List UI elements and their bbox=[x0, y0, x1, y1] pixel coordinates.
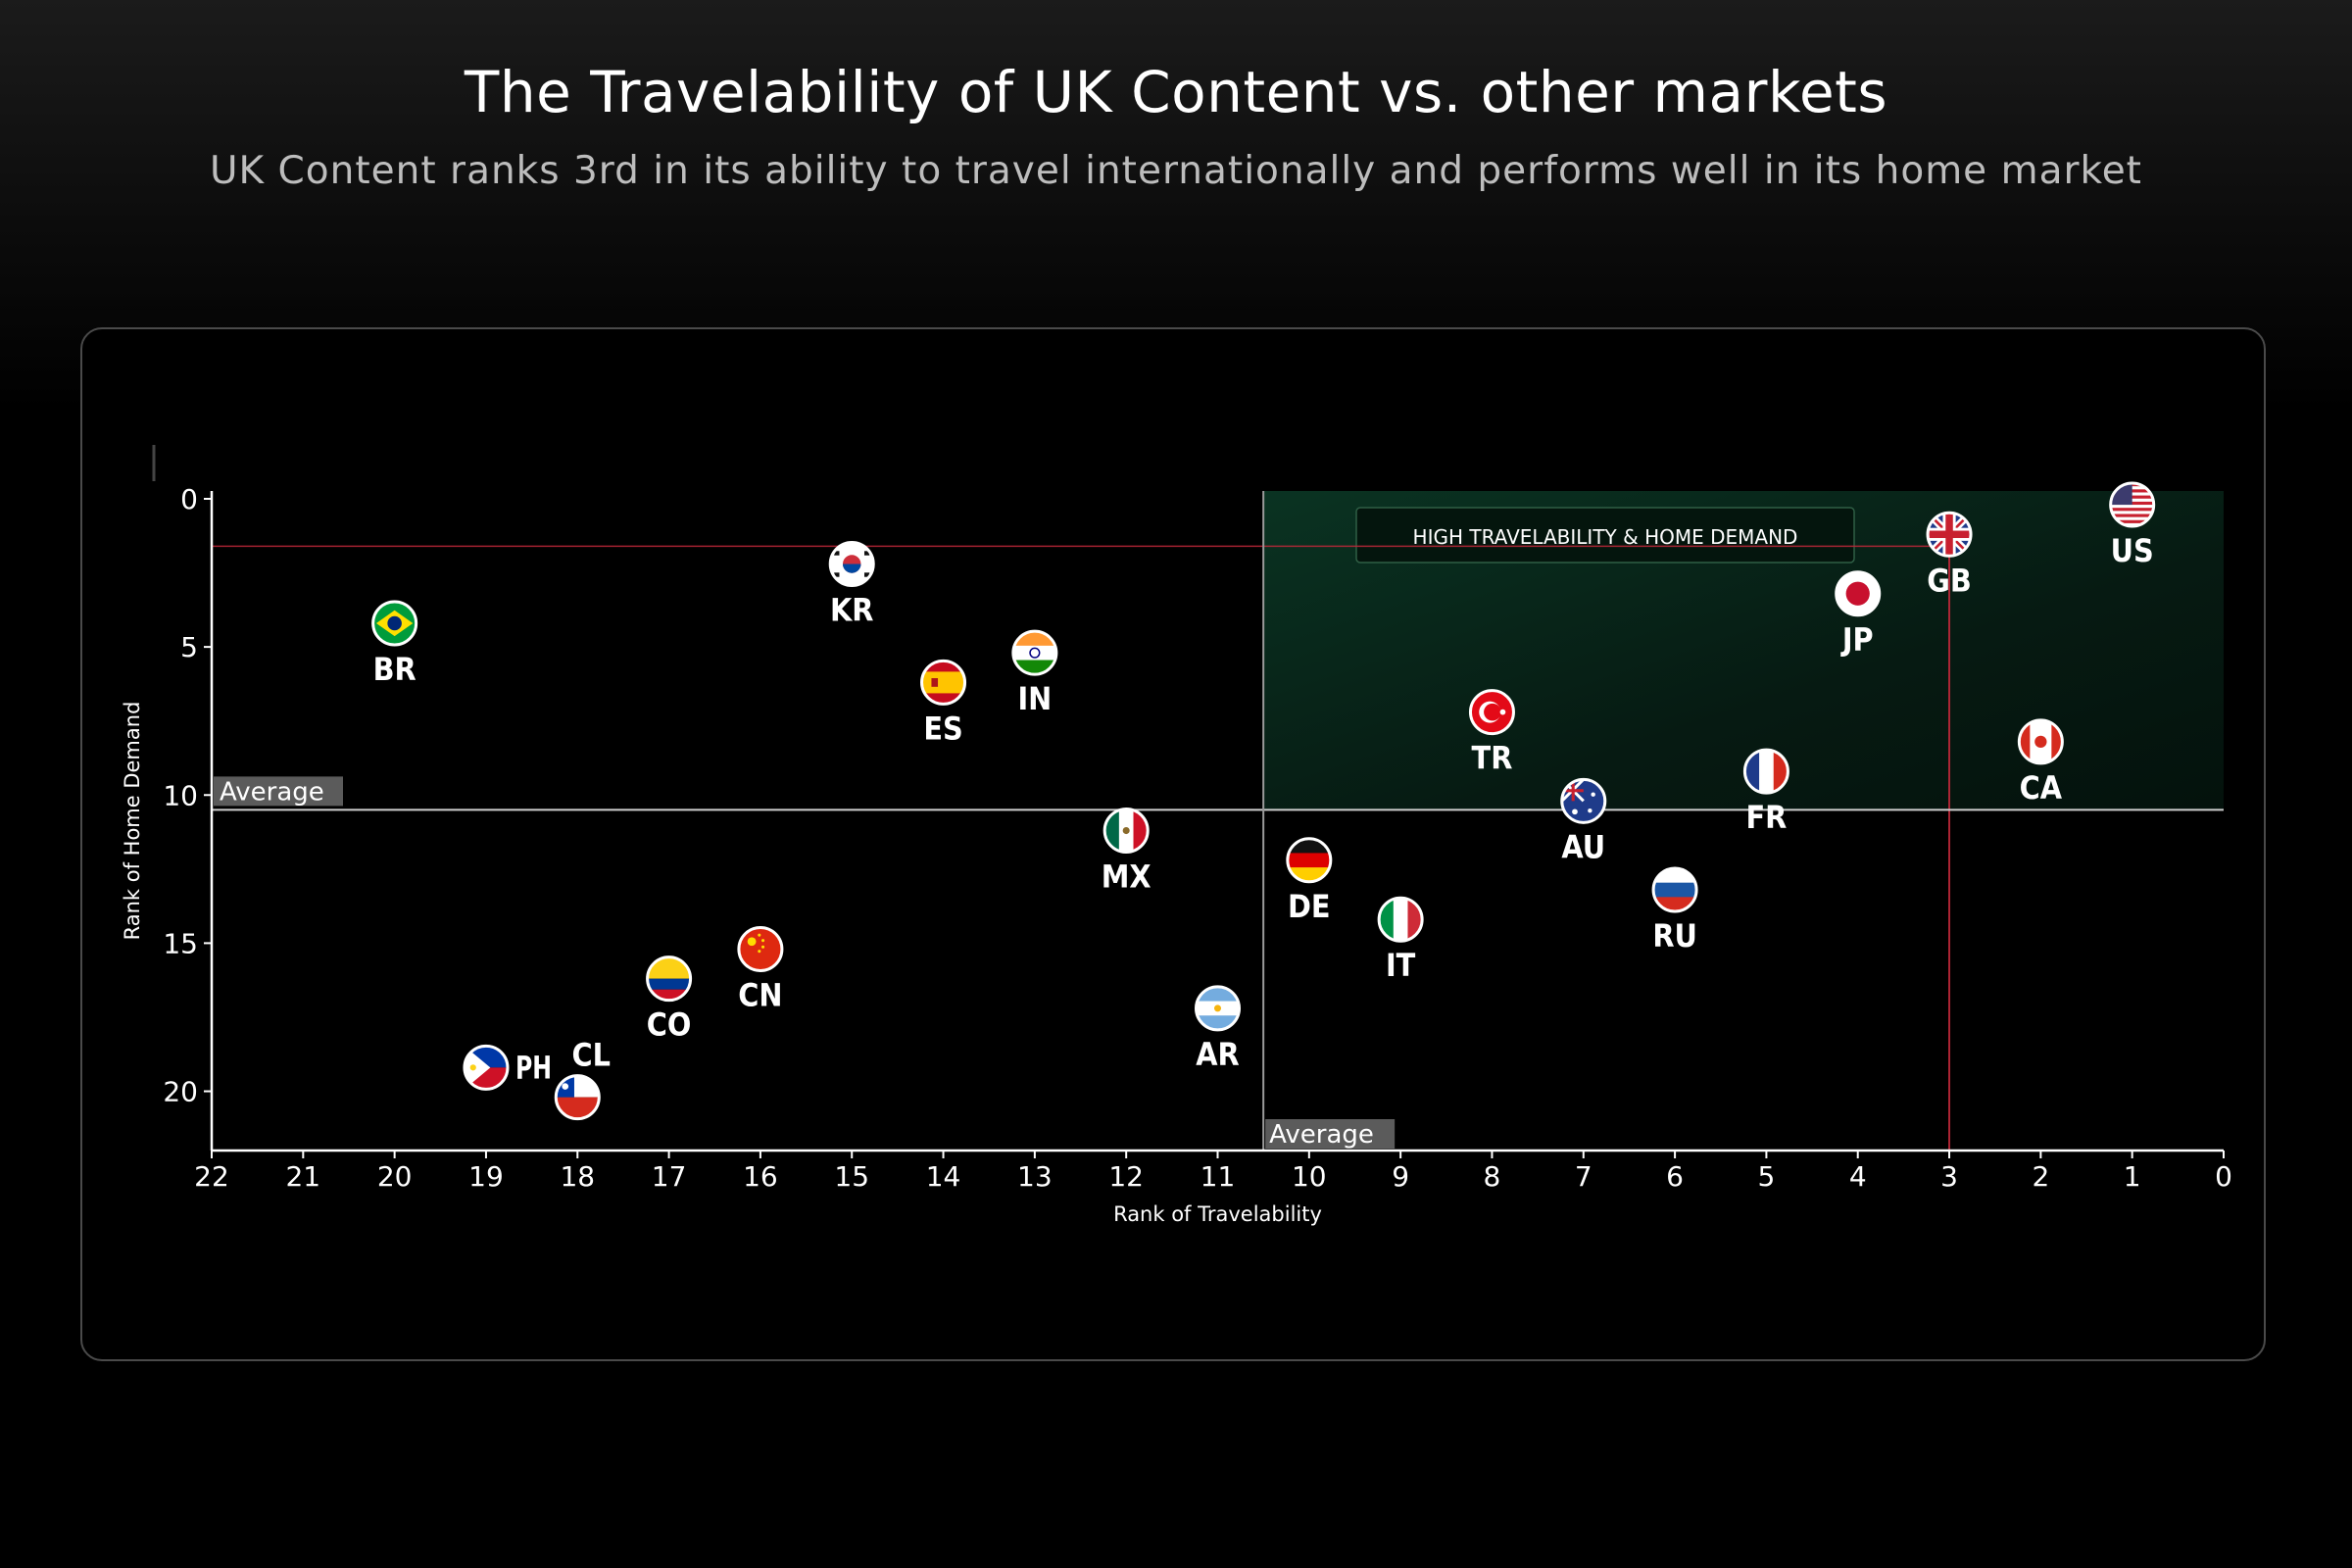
point-label: MX bbox=[1102, 858, 1152, 896]
quadrant-label: HIGH TRAVELABILITY & HOME DEMAND bbox=[1413, 525, 1798, 549]
average-tag-x: Average bbox=[1269, 1120, 1374, 1150]
y-tick-label: 5 bbox=[180, 631, 198, 663]
mx-flag-icon bbox=[1102, 808, 1150, 855]
x-axis-label: Rank of Travelability bbox=[1113, 1202, 1322, 1226]
x-tick-label: 1 bbox=[2124, 1160, 2141, 1193]
de-flag-icon bbox=[1286, 837, 1333, 884]
x-tick-label: 2 bbox=[2032, 1160, 2049, 1193]
it-flag-icon bbox=[1377, 896, 1424, 943]
point-label: CN bbox=[738, 976, 782, 1013]
point-label: AR bbox=[1196, 1036, 1239, 1073]
kr-flag-icon bbox=[828, 541, 875, 587]
es-flag-icon bbox=[920, 659, 967, 706]
x-tick-label: 0 bbox=[2215, 1160, 2232, 1193]
br-flag-icon bbox=[371, 600, 418, 647]
x-tick-label: 15 bbox=[834, 1160, 869, 1193]
gb-flag-icon bbox=[1926, 511, 1973, 558]
point-label: TR bbox=[1472, 740, 1513, 777]
point-label: CO bbox=[647, 1006, 692, 1044]
x-tick-label: 14 bbox=[926, 1160, 961, 1193]
average-tag-y-bg bbox=[214, 776, 343, 807]
x-tick-label: 3 bbox=[1940, 1160, 1958, 1193]
chart-panel: HIGH TRAVELABILITY & HOME DEMAND Average A… bbox=[80, 327, 2266, 1361]
page-subtitle: UK Content ranks 3rd in its ability to t… bbox=[210, 149, 2142, 193]
ca-flag-icon bbox=[2017, 718, 2064, 765]
point-label: IN bbox=[1017, 680, 1052, 717]
x-tick-label: 9 bbox=[1392, 1160, 1409, 1193]
page-title: The Travelability of UK Content vs. othe… bbox=[464, 59, 1888, 125]
point-label: FR bbox=[1745, 799, 1787, 836]
point-label: PH bbox=[515, 1050, 552, 1086]
point-label: GB bbox=[1927, 562, 1972, 599]
x-tick-label: 21 bbox=[285, 1160, 320, 1193]
point-label: ES bbox=[923, 710, 962, 747]
x-tick-label: 18 bbox=[560, 1160, 595, 1193]
point-label: CA bbox=[2020, 769, 2063, 807]
au-flag-icon bbox=[1560, 777, 1607, 824]
point-label: CL bbox=[572, 1037, 611, 1074]
x-tick-label: 20 bbox=[377, 1160, 413, 1193]
average-tag-x-bg bbox=[1265, 1119, 1396, 1149]
cl-flag-icon bbox=[554, 1074, 601, 1121]
cn-flag-icon bbox=[737, 925, 784, 972]
y-tick-label: 15 bbox=[163, 927, 198, 959]
x-tick-label: 19 bbox=[468, 1160, 504, 1193]
point-label: JP bbox=[1840, 621, 1874, 659]
co-flag-icon bbox=[646, 956, 693, 1003]
scatter-chart: HIGH TRAVELABILITY & HOME DEMAND Average A… bbox=[121, 445, 2232, 1226]
y-tick-label: 0 bbox=[180, 483, 198, 515]
point-label: AU bbox=[1561, 828, 1605, 865]
point-label: US bbox=[2111, 532, 2154, 569]
jp-flag-icon bbox=[1835, 570, 1882, 617]
quadrant-label-box bbox=[1355, 507, 1855, 564]
ar-flag-icon bbox=[1195, 985, 1241, 1032]
point-label: DE bbox=[1288, 888, 1331, 925]
x-tick-label: 17 bbox=[652, 1160, 687, 1193]
x-tick-label: 13 bbox=[1017, 1160, 1053, 1193]
ru-flag-icon bbox=[1651, 866, 1698, 913]
point-label: BR bbox=[373, 651, 416, 688]
in-flag-icon bbox=[1011, 629, 1058, 676]
y-tick-label: 20 bbox=[163, 1076, 198, 1108]
average-tag-y: Average bbox=[220, 777, 324, 807]
point-label: KR bbox=[830, 592, 873, 629]
y-axis-label: Rank of Home Demand bbox=[121, 702, 144, 941]
x-tick-label: 6 bbox=[1666, 1160, 1684, 1193]
x-tick-label: 5 bbox=[1757, 1160, 1775, 1193]
x-tick-label: 16 bbox=[743, 1160, 778, 1193]
x-tick-label: 7 bbox=[1575, 1160, 1592, 1193]
x-tick-label: 8 bbox=[1484, 1160, 1501, 1193]
tr-flag-icon bbox=[1468, 689, 1515, 736]
us-flag-icon bbox=[2109, 481, 2156, 528]
point-label: RU bbox=[1652, 917, 1697, 955]
point-label: IT bbox=[1386, 947, 1416, 984]
x-tick-label: 12 bbox=[1108, 1160, 1144, 1193]
x-tick-label: 10 bbox=[1292, 1160, 1327, 1193]
x-tick-label: 22 bbox=[194, 1160, 229, 1193]
x-tick-label: 11 bbox=[1200, 1160, 1236, 1193]
y-tick-label: 10 bbox=[163, 779, 198, 811]
fr-flag-icon bbox=[1742, 748, 1789, 795]
ph-flag-icon bbox=[463, 1044, 510, 1091]
x-tick-label: 4 bbox=[1849, 1160, 1867, 1193]
